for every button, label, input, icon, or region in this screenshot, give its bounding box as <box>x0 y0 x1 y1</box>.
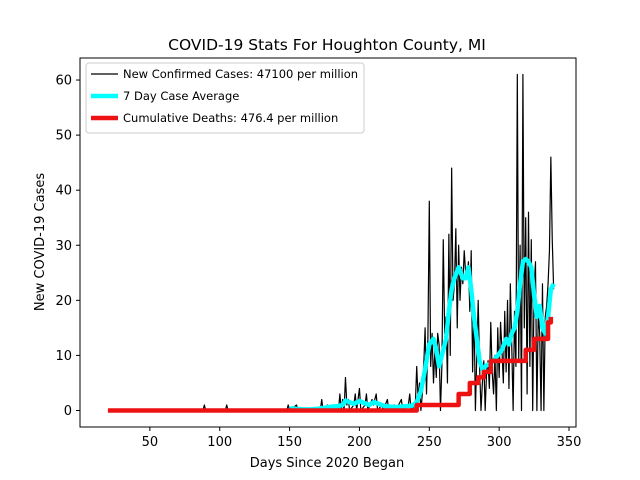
y-tick-label: 60 <box>55 74 72 89</box>
y-tick-label: 10 <box>55 349 72 364</box>
plot-frame <box>79 57 577 428</box>
legend: New Confirmed Cases: 47100 per million 7 … <box>85 62 365 134</box>
y-tick-label: 20 <box>55 294 72 309</box>
chart-title: COVID-19 Stats For Houghton County, MI <box>168 36 486 54</box>
series-line-3 <box>107 316 554 413</box>
x-tick-label: 300 <box>487 435 512 450</box>
legend-entry-2: 7 Day Case Average <box>123 89 239 103</box>
y-tick-label: 40 <box>55 184 72 199</box>
y-tick-label: 50 <box>55 129 72 144</box>
legend-box <box>85 62 365 134</box>
y-tick-label: 30 <box>55 239 72 254</box>
legend-entry-3: Cumulative Deaths: 476.4 per million <box>123 111 338 125</box>
legend-entry-1: New Confirmed Cases: 47100 per million <box>123 67 358 81</box>
series-line-1 <box>107 73 555 412</box>
y-tick-label: 0 <box>64 404 72 419</box>
y-axis-label: New COVID-19 Cases <box>33 173 48 311</box>
series-line-2 <box>289 256 556 412</box>
x-tick-label: 350 <box>557 435 582 450</box>
x-axis: 50 100 150 200 250 300 350 <box>142 427 582 450</box>
x-tick-label: 200 <box>347 435 372 450</box>
x-tick-label: 100 <box>207 435 232 450</box>
x-tick-label: 50 <box>142 435 159 450</box>
series-layer <box>107 73 556 413</box>
y-axis: 0 10 20 30 40 50 60 <box>55 74 80 419</box>
x-axis-label: Days Since 2020 Began <box>250 456 405 471</box>
x-tick-label: 250 <box>417 435 442 450</box>
x-tick-label: 150 <box>277 435 302 450</box>
